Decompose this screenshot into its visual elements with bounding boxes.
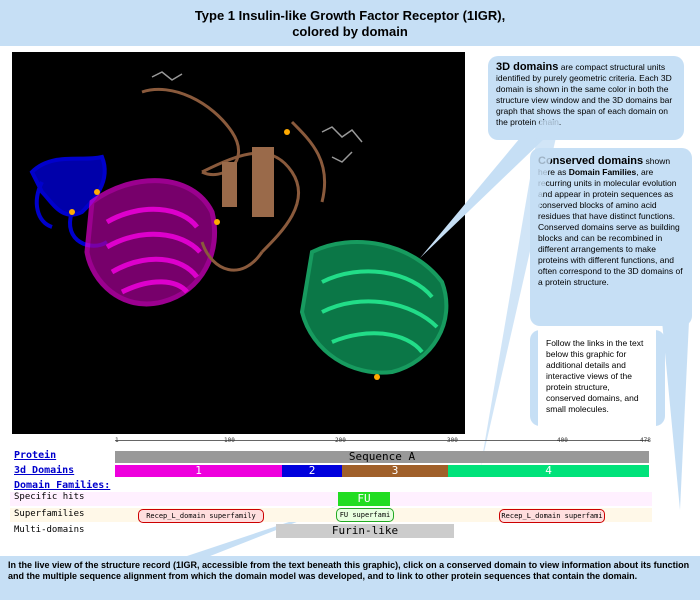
ruler-tick-478: 478 bbox=[640, 437, 651, 444]
protein-link[interactable]: Protein bbox=[14, 450, 57, 461]
domain-1-structure bbox=[84, 178, 218, 307]
callout-conserved-bold: Domain Families bbox=[568, 167, 637, 177]
domain-families-link[interactable]: Domain Families: bbox=[14, 480, 111, 491]
callout-3d-domains-text: are compact structural units identified … bbox=[496, 62, 673, 127]
superfamily-fu[interactable]: FU superfami bbox=[336, 508, 394, 522]
callout-conserved-heading: Conserved domains bbox=[538, 155, 644, 167]
title-line-2: colored by domain bbox=[292, 24, 408, 39]
ruler-tick-300: 300 bbox=[447, 437, 458, 444]
pointer-3d-bar bbox=[480, 120, 560, 470]
ruler-tick-400: 400 bbox=[557, 437, 568, 444]
3d-domain-2-bar[interactable]: 2 bbox=[282, 465, 342, 477]
callout-conserved-text-1: shown here as bbox=[538, 156, 671, 177]
specific-hits-label: Specific hits bbox=[14, 492, 85, 502]
bottom-instruction-text: In the live view of the structure record… bbox=[0, 556, 700, 600]
callout-conserved-text-2: , are recurring units in molecular evolu… bbox=[538, 167, 683, 287]
superfamily-recep-l-1[interactable]: Recep_L_domain superfamily bbox=[138, 509, 264, 523]
ruler-tick-1: 1 bbox=[115, 437, 119, 444]
callout-follow-links: Follow the links in the text below this … bbox=[538, 330, 656, 426]
multi-domain-furin-like[interactable]: Furin-like bbox=[276, 524, 454, 538]
pointer-conserved bbox=[660, 300, 690, 510]
figure-title: Type 1 Insulin-like Growth Factor Recept… bbox=[0, 0, 700, 46]
pointer-3d bbox=[420, 138, 545, 258]
superfamily-recep-l-2[interactable]: Recep_L_domain superfami bbox=[499, 509, 605, 523]
title-line-1: Type 1 Insulin-like Growth Factor Recept… bbox=[194, 8, 506, 23]
ruler-tick-200: 200 bbox=[335, 437, 346, 444]
ruler-line bbox=[115, 440, 649, 441]
3d-domain-3-bar[interactable]: 3 bbox=[342, 465, 448, 477]
callout-3d-domains-heading: 3D domains bbox=[496, 61, 559, 73]
3d-domains-link[interactable]: 3d Domains bbox=[14, 465, 75, 476]
multi-domains-label: Multi-domains bbox=[14, 525, 85, 535]
structure-viewer[interactable] bbox=[12, 52, 465, 434]
callout-follow-wrap: Follow the links in the text below this … bbox=[530, 330, 665, 426]
3d-domain-4-bar[interactable]: 4 bbox=[448, 465, 649, 477]
callout-3d-domains: 3D domains are compact structural units … bbox=[488, 56, 684, 140]
protein-structure-render bbox=[29, 71, 449, 380]
specific-hits-band bbox=[10, 492, 652, 506]
specific-hit-fu[interactable]: FU bbox=[338, 492, 390, 506]
domain-4-structure bbox=[299, 240, 449, 375]
small-molecules bbox=[69, 71, 380, 380]
sequence-a-bar[interactable]: Sequence A bbox=[115, 451, 649, 463]
callout-conserved-domains: Conserved domains shown here as Domain F… bbox=[530, 148, 692, 326]
superfamilies-label: Superfamilies bbox=[14, 509, 85, 519]
domain-3-structure bbox=[141, 87, 327, 272]
3d-domain-1-bar[interactable]: 1 bbox=[115, 465, 282, 477]
ruler-tick-100: 100 bbox=[224, 437, 235, 444]
